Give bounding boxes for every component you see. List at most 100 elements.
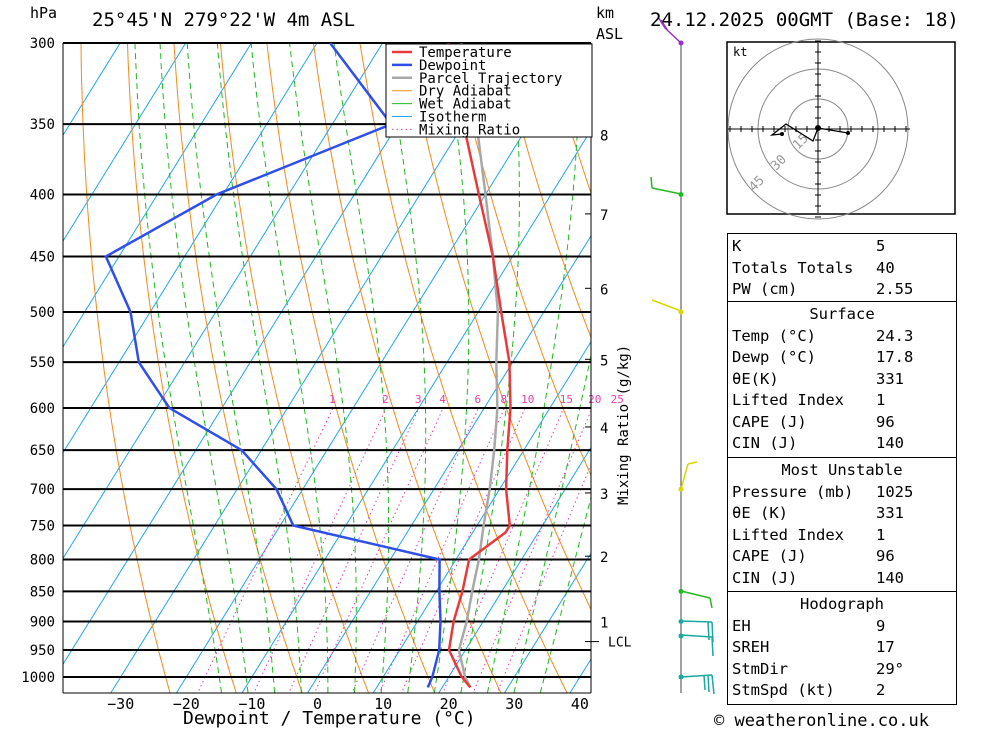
pressure-tick-label: 1000 — [21, 670, 55, 686]
hodo-row: EH 9 — [732, 616, 886, 635]
legend-label: Temperature — [419, 45, 512, 61]
surface-row: θE(K) 331 — [732, 369, 904, 388]
dewpoint-profile — [104, 43, 442, 688]
index-label: PW (cm) — [732, 280, 798, 298]
isotherm-line — [63, 43, 252, 348]
km-unit: km — [596, 4, 615, 22]
legend-label: Dewpoint — [419, 58, 486, 74]
x-tick-label: 10 — [374, 695, 392, 713]
pressure-tick-label: 750 — [30, 519, 55, 535]
mu-row: CAPE (J) 96 — [732, 547, 895, 565]
surface-row: Temp (°C) 24.3 — [732, 326, 914, 345]
x-axis-label: Dewpoint / Temperature (°C) — [183, 708, 476, 729]
mu-row: Pressure (mb) 1025 — [732, 482, 914, 501]
isotherm-line — [306, 234, 591, 693]
wind-barb-dot — [678, 588, 684, 594]
mixing-ratio-tick-label: 15 — [560, 393, 573, 406]
dry-adiabat-line — [80, 43, 171, 693]
surface-title: Surface — [809, 305, 875, 323]
pressure-tick-label: 450 — [30, 250, 55, 266]
wind-barb — [680, 461, 698, 490]
wind-barb — [651, 299, 682, 312]
mixing-ratio-line — [253, 407, 387, 693]
dry-adiabat-line — [452, 43, 591, 477]
mixing-ratio-line — [496, 463, 591, 693]
pressure-tick-label: 850 — [30, 584, 55, 600]
wind-barb-dot — [678, 191, 684, 197]
mixing-ratio-tick-label: 4 — [439, 393, 446, 406]
wet-adiabat-line — [513, 352, 591, 693]
wind-barb — [680, 634, 714, 657]
wet-adiabat-line — [289, 43, 357, 693]
mixing-ratio-tick-label: 10 — [521, 393, 534, 406]
x-tick-label: 0 — [313, 695, 322, 713]
wet-adiabat-line — [134, 43, 223, 693]
storm-motion-dot — [815, 125, 821, 131]
km-tick-label: 7 — [600, 208, 608, 224]
dry-adiabat-line — [992, 7, 1000, 703]
index-label: K — [732, 237, 742, 255]
pressure-tick-label: 300 — [30, 36, 55, 52]
pressure-tick-label: 500 — [30, 305, 55, 321]
km-tick-label: 1 — [600, 616, 608, 632]
mixing-ratio-tick-label: 6 — [475, 393, 482, 406]
wind-barb-dot — [678, 486, 684, 492]
surface-row: Lifted Index 1 — [732, 391, 886, 409]
mu-row: θE (K) 331 — [732, 504, 904, 522]
pressure-tick-label: 350 — [30, 117, 55, 133]
wind-barb-dot — [678, 619, 684, 625]
wet-adiabat-line — [159, 43, 249, 693]
km-tick-label: 8 — [600, 129, 608, 145]
legend-label: Dry Adiabat — [419, 84, 512, 100]
dry-adiabat-line — [498, 43, 591, 339]
wind-barb-dot — [678, 633, 684, 639]
mixing-ratio-tick-label: 3 — [415, 393, 422, 406]
pressure-tick-label: 950 — [30, 643, 55, 659]
hodograph-panel — [726, 41, 956, 215]
parcel-trajectory-profile — [457, 43, 500, 688]
dry-adiabat-line — [126, 43, 237, 693]
lcl-label: LCL — [608, 636, 632, 651]
mixing-ratio-line — [400, 407, 526, 693]
pressure-tick-label: 650 — [30, 443, 55, 459]
isotherm-line — [503, 552, 591, 693]
isotherm-line — [63, 43, 187, 242]
index-row-tt: Totals Totals 40 — [728, 258, 956, 280]
wind-barb — [680, 674, 715, 695]
wet-adiabat-line — [433, 43, 470, 693]
hodograph-point — [780, 132, 784, 136]
wind-barb-dot — [678, 309, 684, 315]
km-tick-label: 6 — [600, 282, 608, 298]
dry-adiabat-line — [405, 43, 591, 611]
wind-barb — [680, 590, 713, 609]
dry-adiabat-line — [312, 43, 502, 693]
wet-adiabat-line — [385, 43, 427, 693]
x-tick-label: −10 — [238, 695, 265, 713]
hodograph-box: Hodograph EH 9 SREH 17 StmDir 29° StmSpd (k… — [727, 591, 957, 705]
mu-row: CIN (J) 140 — [732, 568, 904, 587]
dry-adiabat-line — [173, 43, 303, 693]
hpa-unit: hPa — [30, 4, 58, 22]
wet-adiabat-line — [186, 43, 276, 693]
credit: © weatheronline.co.uk — [714, 711, 929, 731]
index-label: Totals Totals — [732, 258, 854, 277]
index-value: 40 — [876, 258, 895, 277]
run-title: 24.12.2025 00GMT (Base: 18) — [650, 9, 959, 31]
mixing-ratio-tick-label: 1 — [329, 393, 336, 406]
index-row-pw: PW (cm) 2.55 — [728, 279, 956, 301]
isotherm-line — [63, 43, 121, 137]
km-tick-label: 2 — [600, 550, 608, 566]
dry-adiabat-line — [266, 43, 436, 693]
index-value: 5 — [876, 237, 886, 255]
pressure-tick-label: 900 — [30, 615, 55, 631]
mixing-ratio-line — [288, 407, 420, 693]
mixing-ratio-tick-label: 20 — [588, 393, 601, 406]
mixing-ratio-line — [197, 407, 334, 693]
isotherm-line — [438, 446, 591, 693]
mixing-ratio-tick-label: 25 — [611, 393, 624, 406]
dry-adiabat-line — [219, 43, 370, 693]
legend-label: Parcel Trajectory — [419, 71, 562, 87]
most-unstable-box: Most Unstable Pressure (mb) 1025 θE (K) 33… — [727, 457, 957, 593]
